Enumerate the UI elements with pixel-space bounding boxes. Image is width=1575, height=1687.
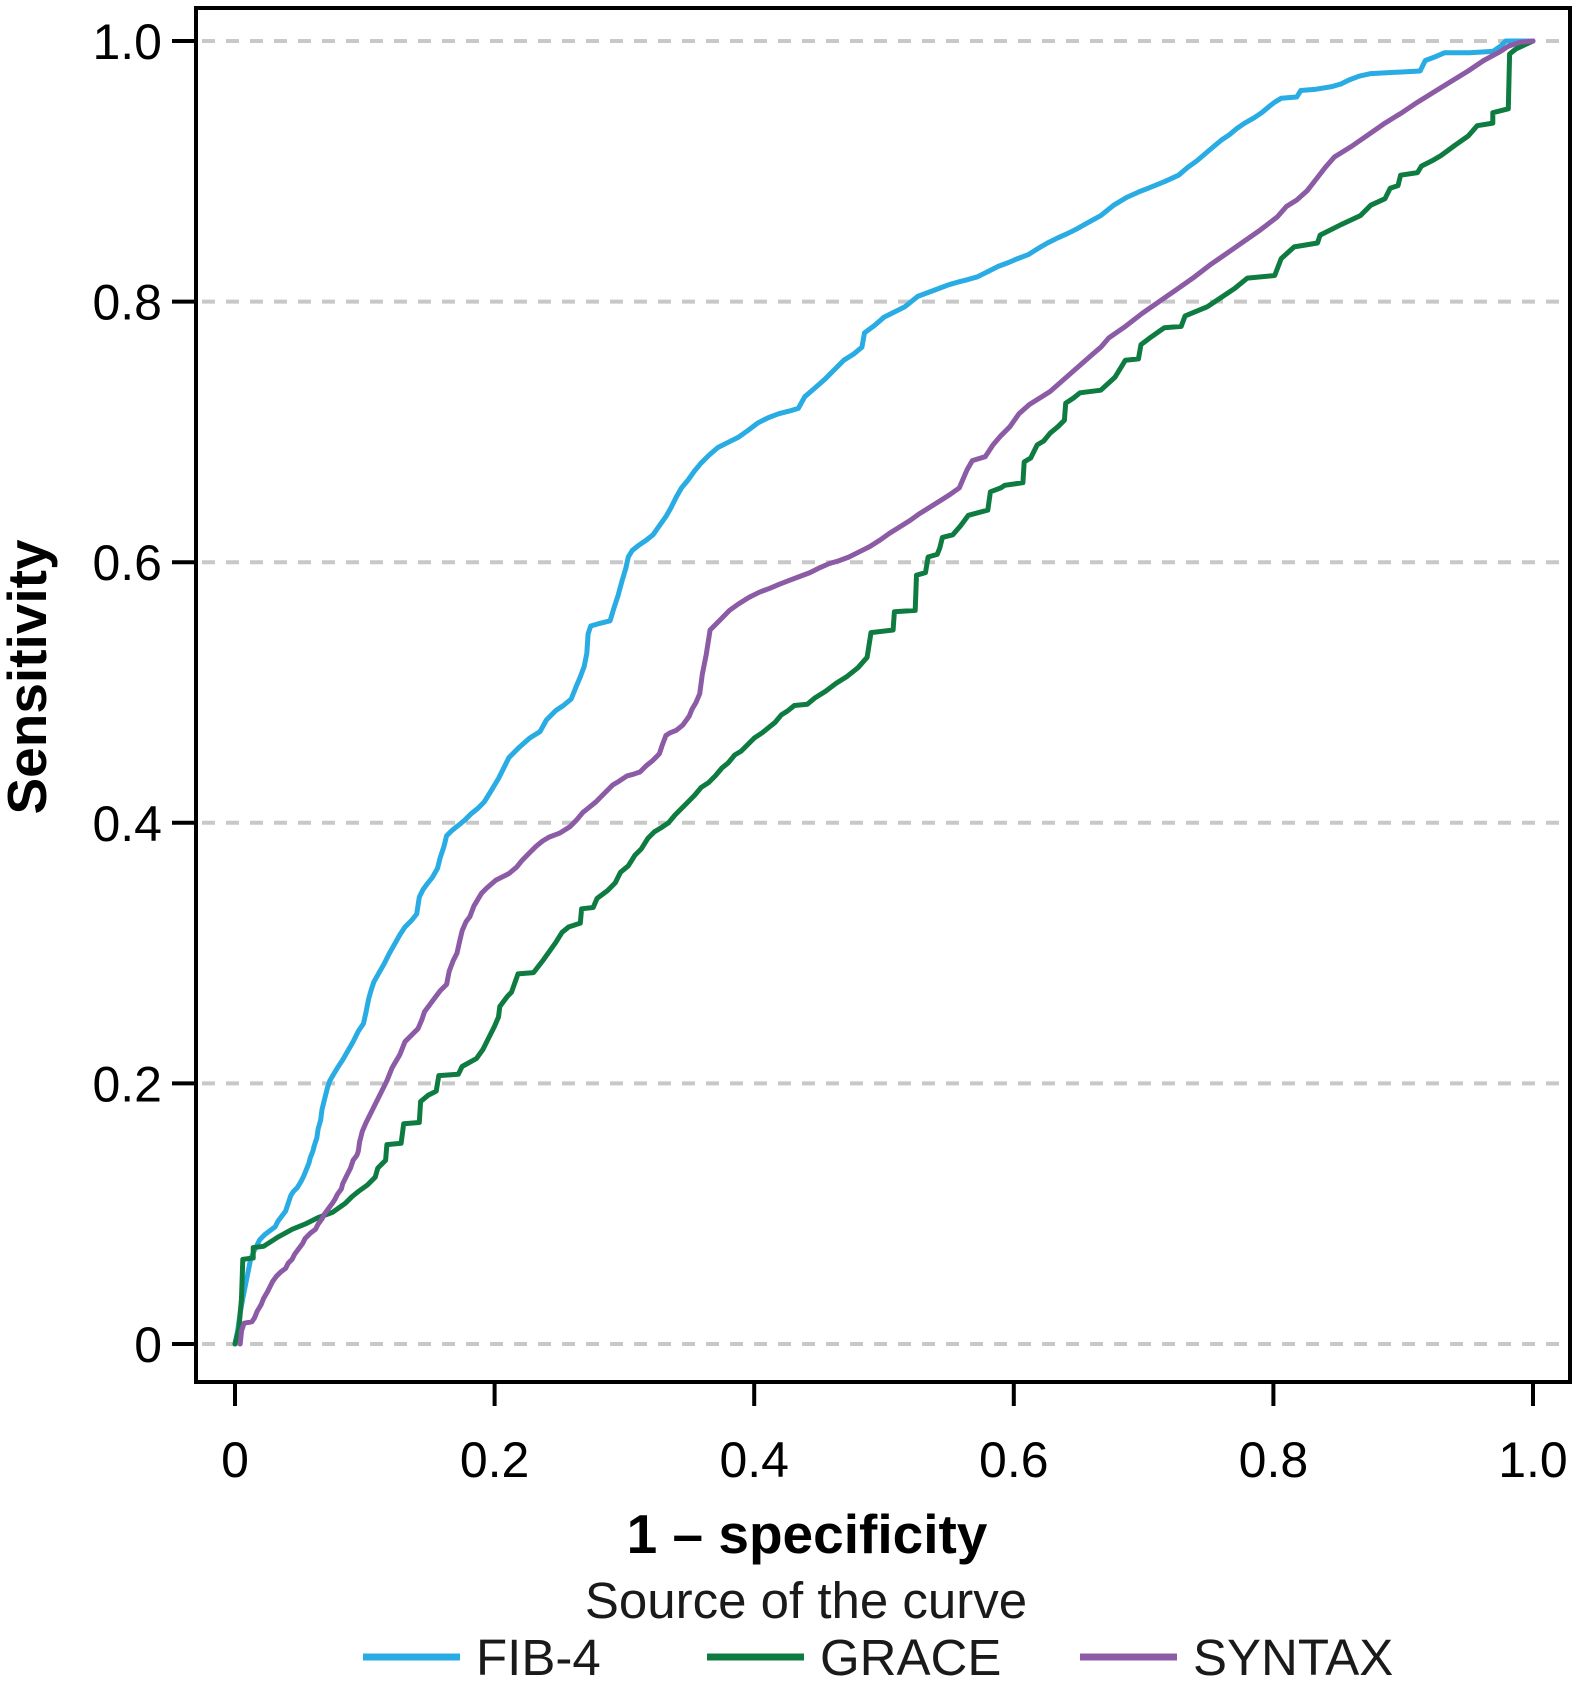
y-tick-label: 0.4 bbox=[92, 796, 162, 852]
y-axis-title: Sensitivity bbox=[0, 539, 58, 815]
y-tick-label: 1.0 bbox=[92, 14, 162, 70]
x-tick-label: 0.4 bbox=[719, 1432, 789, 1488]
x-axis-title: 1 – specificity bbox=[627, 1503, 988, 1565]
legend: FIB-4 GRACE SYNTAX bbox=[363, 1629, 1393, 1686]
x-tick-label: 0 bbox=[221, 1432, 249, 1488]
legend-item-syntax: SYNTAX bbox=[1080, 1629, 1393, 1686]
y-tick-label: 0.2 bbox=[92, 1056, 162, 1112]
y-tick-label: 0.6 bbox=[92, 535, 162, 591]
roc-curve-syntax bbox=[237, 38, 1536, 1347]
roc-curve-fib-4 bbox=[232, 38, 1533, 1347]
legend-item-fib-4: FIB-4 bbox=[363, 1629, 601, 1686]
legend-label: SYNTAX bbox=[1193, 1629, 1393, 1686]
y-tick-label: 0 bbox=[134, 1317, 162, 1373]
x-tick-label: 0.2 bbox=[460, 1432, 530, 1488]
plot-frame bbox=[194, 6, 1572, 1384]
x-tick-label: 1.0 bbox=[1498, 1432, 1568, 1488]
roc-curves bbox=[232, 38, 1536, 1347]
legend-label: FIB-4 bbox=[476, 1629, 601, 1686]
roc-curve-grace bbox=[232, 38, 1536, 1347]
legend-title: Source of the curve bbox=[585, 1572, 1027, 1629]
gridlines bbox=[202, 39, 1566, 1346]
axis-tick-labels: 0 0.2 0.4 0.6 0.8 1.0 0 0.2 0.4 0.6 0.8 1.0 bbox=[92, 14, 1567, 1488]
legend-label: GRACE bbox=[820, 1629, 1001, 1686]
axis-ticks bbox=[172, 39, 1535, 1406]
x-tick-label: 0.6 bbox=[979, 1432, 1049, 1488]
x-tick-label: 0.8 bbox=[1239, 1432, 1309, 1488]
y-tick-label: 0.8 bbox=[92, 275, 162, 331]
legend-item-grace: GRACE bbox=[707, 1629, 1001, 1686]
